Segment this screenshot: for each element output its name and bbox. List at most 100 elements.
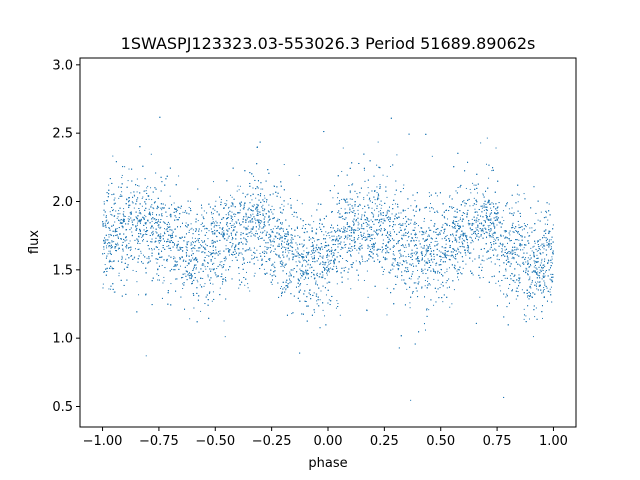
data-point	[313, 292, 315, 294]
data-point	[404, 229, 406, 231]
data-point	[474, 230, 476, 232]
data-point	[456, 240, 458, 242]
data-point	[307, 264, 309, 266]
data-point	[538, 281, 540, 283]
data-point	[320, 262, 322, 264]
data-point	[472, 205, 474, 207]
data-point	[247, 225, 249, 227]
data-point	[509, 253, 511, 255]
data-point	[117, 244, 119, 246]
data-point	[480, 222, 482, 224]
data-point	[476, 192, 478, 194]
data-point	[502, 210, 504, 212]
data-point	[282, 265, 284, 267]
data-point	[210, 260, 212, 262]
data-point	[410, 205, 412, 207]
data-point	[468, 224, 470, 226]
data-point	[409, 302, 411, 304]
data-point	[508, 208, 510, 210]
data-point	[470, 237, 472, 239]
data-point	[403, 261, 405, 263]
data-point	[525, 267, 527, 269]
data-point	[428, 309, 430, 311]
data-point	[118, 275, 120, 277]
data-point	[507, 261, 509, 263]
data-point	[470, 192, 472, 194]
data-point	[255, 230, 257, 232]
data-point	[373, 209, 375, 211]
data-point	[542, 246, 544, 248]
data-point	[446, 287, 448, 289]
data-point	[255, 207, 257, 209]
data-point	[396, 275, 398, 277]
data-point	[192, 242, 194, 244]
data-point	[281, 223, 283, 225]
data-point	[504, 274, 506, 276]
data-point	[514, 281, 516, 283]
data-point	[501, 249, 503, 251]
data-point	[203, 264, 205, 266]
data-point	[143, 217, 145, 219]
data-point	[500, 290, 502, 292]
data-point	[377, 215, 379, 217]
data-point	[143, 190, 145, 192]
data-point	[302, 246, 304, 248]
data-point	[549, 278, 551, 280]
data-point	[408, 219, 410, 221]
data-point	[206, 254, 208, 256]
data-point	[314, 252, 316, 254]
data-point	[483, 220, 485, 221]
data-point	[425, 248, 427, 250]
data-point	[386, 196, 388, 198]
data-point	[253, 258, 255, 260]
data-point	[540, 245, 542, 247]
data-point	[326, 255, 328, 257]
data-point	[112, 155, 114, 157]
data-point	[369, 246, 371, 248]
data-point	[142, 254, 144, 256]
data-point	[257, 259, 259, 261]
data-point	[198, 242, 200, 244]
data-point	[250, 214, 252, 216]
data-point	[112, 268, 113, 270]
data-point	[337, 240, 339, 242]
data-point	[392, 229, 394, 231]
data-point	[182, 211, 184, 213]
data-point	[175, 278, 177, 280]
data-point	[359, 203, 361, 205]
data-point	[286, 256, 288, 258]
data-point	[533, 271, 535, 273]
data-point	[207, 238, 209, 240]
data-point	[398, 212, 400, 214]
data-point	[543, 289, 545, 290]
data-point	[202, 251, 204, 253]
data-point	[249, 290, 251, 292]
data-point	[289, 273, 291, 275]
data-point	[212, 221, 214, 223]
data-point	[239, 212, 241, 214]
data-point	[534, 281, 536, 283]
data-point	[527, 240, 529, 242]
data-point	[372, 244, 374, 246]
data-point	[147, 220, 149, 222]
data-point	[491, 170, 493, 172]
data-point	[423, 233, 425, 235]
data-point	[392, 251, 394, 253]
data-point	[259, 223, 261, 225]
data-point	[301, 243, 303, 245]
data-point	[306, 284, 308, 285]
data-point	[179, 246, 181, 248]
data-point	[352, 240, 354, 242]
data-point	[272, 228, 274, 230]
data-point	[130, 192, 132, 194]
data-point	[460, 234, 462, 236]
data-point	[358, 252, 360, 254]
data-point	[418, 260, 420, 262]
data-point	[256, 203, 258, 205]
data-point	[550, 239, 552, 241]
data-point	[337, 239, 339, 241]
data-point	[213, 262, 215, 264]
data-point	[146, 257, 148, 259]
data-point	[264, 230, 266, 232]
data-point	[330, 250, 332, 252]
